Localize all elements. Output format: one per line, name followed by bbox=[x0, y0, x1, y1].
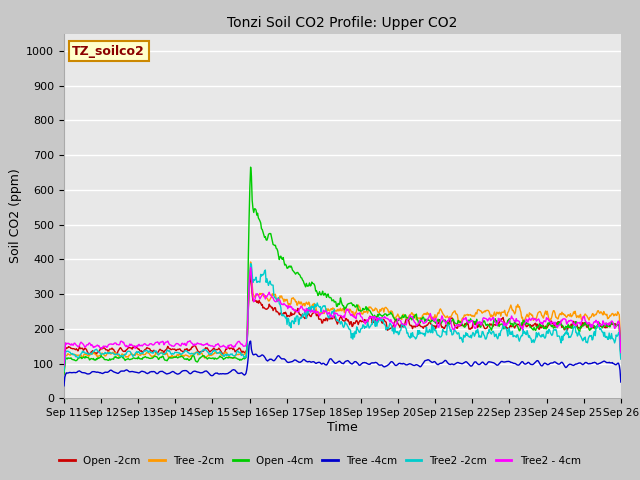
Title: Tonzi Soil CO2 Profile: Upper CO2: Tonzi Soil CO2 Profile: Upper CO2 bbox=[227, 16, 458, 30]
X-axis label: Time: Time bbox=[327, 421, 358, 434]
Y-axis label: Soil CO2 (ppm): Soil CO2 (ppm) bbox=[9, 168, 22, 264]
Text: TZ_soilco2: TZ_soilco2 bbox=[72, 45, 145, 58]
Legend: Open -2cm, Tree -2cm, Open -4cm, Tree -4cm, Tree2 -2cm, Tree2 - 4cm: Open -2cm, Tree -2cm, Open -4cm, Tree -4… bbox=[55, 452, 585, 470]
